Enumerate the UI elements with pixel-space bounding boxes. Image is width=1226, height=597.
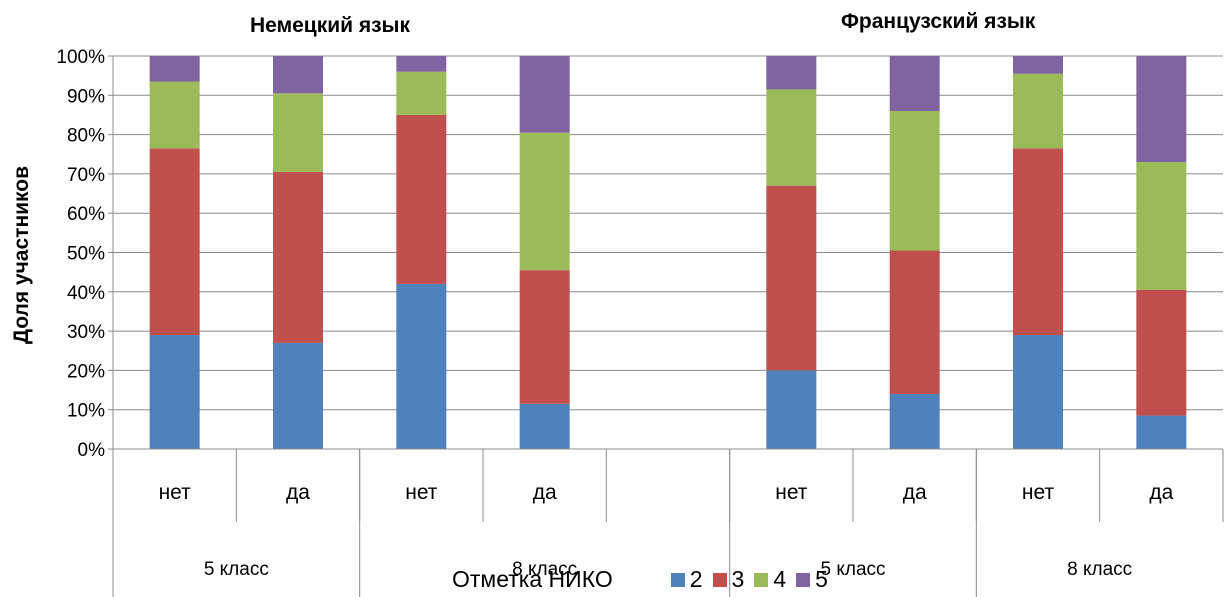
y-tick-label: 70% <box>67 165 105 186</box>
category-label: да <box>286 481 310 504</box>
bar-segment-3 <box>766 185 817 371</box>
bar-segment-3 <box>889 250 940 394</box>
y-axis-label: Доля участников <box>10 165 33 345</box>
legend-label-4: 4 <box>773 566 787 592</box>
y-tick-label: 90% <box>67 86 105 107</box>
y-tick-label: 50% <box>67 244 105 265</box>
legend-item-4: 4 <box>754 566 786 593</box>
bar-segment-2 <box>889 393 940 449</box>
bar-segment-3 <box>519 270 570 404</box>
category-label: да <box>903 481 927 504</box>
bar-segment-3 <box>1136 289 1187 416</box>
category-label: да <box>533 481 557 504</box>
bar-segment-5 <box>519 56 570 133</box>
y-tick-label: 10% <box>67 401 105 422</box>
bar-segment-5 <box>766 56 817 90</box>
y-tick-label: 30% <box>67 322 105 343</box>
bar-segment-3 <box>396 114 447 284</box>
category-label: нет <box>405 481 438 504</box>
legend-label-3: 3 <box>731 566 745 592</box>
legend: Отметка НИКО 2 3 4 5 <box>452 566 838 593</box>
group-label: 5 класс <box>204 559 269 580</box>
category-label: нет <box>775 481 808 504</box>
bar-segment-4 <box>1136 162 1187 290</box>
bar-segment-4 <box>1013 73 1063 149</box>
bar-segment-5 <box>273 56 323 94</box>
y-tick-label: 80% <box>67 126 105 147</box>
legend-item-3: 3 <box>712 566 745 593</box>
category-label: нет <box>159 481 192 504</box>
bar-segment-5 <box>1013 56 1063 74</box>
group-label: 8 класс <box>512 559 577 580</box>
legend-swatch-2 <box>670 572 685 587</box>
bar-segment-4 <box>149 81 200 149</box>
bar-segment-4 <box>766 89 817 186</box>
chart-title-german: Немецкий язык <box>250 14 410 37</box>
y-tick-label: 0% <box>78 440 106 461</box>
y-tick-label: 100% <box>56 47 105 68</box>
bar-segment-3 <box>149 148 200 336</box>
y-tick-label: 60% <box>67 204 105 225</box>
bar-segment-4 <box>396 71 447 115</box>
legend-swatch-3 <box>712 572 727 587</box>
bar-segment-5 <box>149 56 200 82</box>
legend-item-5: 5 <box>796 566 828 593</box>
legend-title: Отметка НИКО <box>452 566 613 592</box>
bar-segment-4 <box>519 132 570 271</box>
group-label: 8 класс <box>1067 559 1132 580</box>
bar-segment-5 <box>1136 56 1187 163</box>
group-label: 5 класс <box>820 559 885 580</box>
bar-segment-2 <box>149 335 200 449</box>
category-label: нет <box>1022 481 1055 504</box>
bar-segment-4 <box>889 111 940 251</box>
bar-segment-2 <box>396 283 447 449</box>
category-label: да <box>1149 481 1173 504</box>
chart-title-french: Французский язык <box>841 10 1036 33</box>
bar-segment-2 <box>273 342 323 449</box>
legend-item-2: 2 <box>670 566 703 593</box>
bar-segment-5 <box>396 56 447 72</box>
bar-segment-2 <box>1013 335 1063 449</box>
legend-label-5: 5 <box>815 566 828 592</box>
legend-swatch-5 <box>796 572 811 587</box>
bar-segment-3 <box>1013 148 1063 336</box>
legend-swatch-4 <box>754 572 769 587</box>
bar-segment-4 <box>273 93 323 172</box>
bar-segment-5 <box>889 56 940 112</box>
y-tick-label: 20% <box>67 361 105 382</box>
legend-label-2: 2 <box>689 566 703 592</box>
y-tick-label: 40% <box>67 283 105 304</box>
bar-segment-2 <box>1136 415 1187 449</box>
bar-segment-3 <box>273 171 323 343</box>
bar-segment-2 <box>519 403 570 449</box>
bar-segment-2 <box>766 370 817 449</box>
